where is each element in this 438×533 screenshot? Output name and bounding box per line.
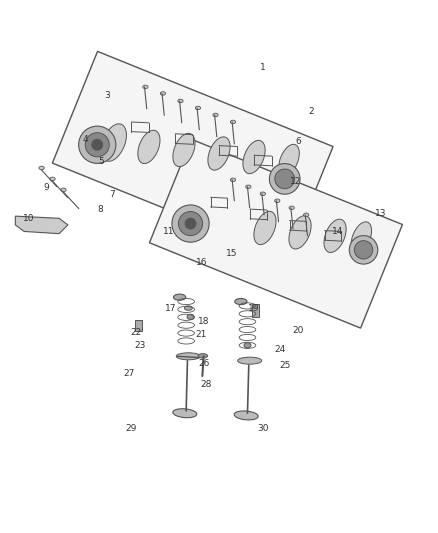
Text: 1: 1 xyxy=(260,63,266,72)
Polygon shape xyxy=(149,139,403,328)
Text: 16: 16 xyxy=(196,257,207,266)
Text: 10: 10 xyxy=(23,214,34,223)
Text: 6: 6 xyxy=(295,137,301,146)
Text: 15: 15 xyxy=(226,249,238,258)
Text: 13: 13 xyxy=(375,209,387,219)
Ellipse shape xyxy=(79,126,116,163)
Ellipse shape xyxy=(39,166,44,169)
Ellipse shape xyxy=(172,205,209,242)
Ellipse shape xyxy=(138,130,160,164)
Ellipse shape xyxy=(173,409,197,418)
Text: 14: 14 xyxy=(332,227,343,236)
Text: 24: 24 xyxy=(275,345,286,354)
Ellipse shape xyxy=(304,213,309,216)
Ellipse shape xyxy=(279,144,299,176)
Ellipse shape xyxy=(289,206,294,209)
Ellipse shape xyxy=(173,133,195,167)
Ellipse shape xyxy=(173,294,186,300)
Text: 12: 12 xyxy=(290,176,301,185)
Text: 11: 11 xyxy=(163,227,174,236)
Ellipse shape xyxy=(208,137,230,170)
Text: 26: 26 xyxy=(198,359,209,368)
Ellipse shape xyxy=(92,139,102,150)
Text: 9: 9 xyxy=(43,183,49,192)
Ellipse shape xyxy=(260,192,265,196)
Polygon shape xyxy=(53,51,333,258)
Ellipse shape xyxy=(289,216,311,249)
Text: 18: 18 xyxy=(198,317,209,326)
Text: 27: 27 xyxy=(124,369,135,378)
Text: 2: 2 xyxy=(308,107,314,116)
Text: 28: 28 xyxy=(200,380,212,389)
Ellipse shape xyxy=(234,411,258,420)
Bar xyxy=(252,304,259,317)
Text: 3: 3 xyxy=(104,91,110,100)
Text: 4: 4 xyxy=(83,135,88,144)
Ellipse shape xyxy=(143,85,148,88)
Ellipse shape xyxy=(179,212,202,236)
Text: 22: 22 xyxy=(130,328,141,337)
Ellipse shape xyxy=(198,354,208,358)
Ellipse shape xyxy=(213,113,218,117)
Text: 30: 30 xyxy=(257,424,268,433)
Ellipse shape xyxy=(243,140,265,174)
Text: 5: 5 xyxy=(98,157,104,166)
Ellipse shape xyxy=(195,106,201,110)
Ellipse shape xyxy=(269,164,300,194)
Text: 20: 20 xyxy=(292,326,304,335)
Text: 8: 8 xyxy=(98,205,104,214)
Ellipse shape xyxy=(61,188,66,191)
Ellipse shape xyxy=(50,177,55,181)
Ellipse shape xyxy=(275,169,294,189)
Bar xyxy=(135,320,142,332)
Text: 23: 23 xyxy=(134,341,146,350)
Text: 29: 29 xyxy=(126,424,137,433)
Text: 25: 25 xyxy=(279,360,290,369)
Polygon shape xyxy=(15,216,68,233)
Ellipse shape xyxy=(85,133,110,157)
Ellipse shape xyxy=(177,353,201,360)
Ellipse shape xyxy=(324,219,346,253)
Text: 19: 19 xyxy=(248,304,260,313)
Ellipse shape xyxy=(246,185,251,189)
Ellipse shape xyxy=(101,124,127,161)
Ellipse shape xyxy=(184,306,192,310)
Ellipse shape xyxy=(351,222,371,253)
Ellipse shape xyxy=(185,218,196,229)
Ellipse shape xyxy=(235,298,247,304)
Ellipse shape xyxy=(275,199,280,203)
Text: 7: 7 xyxy=(109,190,115,199)
Text: 17: 17 xyxy=(165,304,177,313)
Ellipse shape xyxy=(254,211,276,245)
Text: 21: 21 xyxy=(196,330,207,339)
Ellipse shape xyxy=(244,343,251,348)
Ellipse shape xyxy=(349,236,378,264)
Ellipse shape xyxy=(230,178,236,182)
Ellipse shape xyxy=(230,120,236,124)
Ellipse shape xyxy=(160,92,166,95)
Ellipse shape xyxy=(187,314,194,319)
Ellipse shape xyxy=(237,357,262,364)
Ellipse shape xyxy=(354,241,373,259)
Ellipse shape xyxy=(178,99,183,103)
